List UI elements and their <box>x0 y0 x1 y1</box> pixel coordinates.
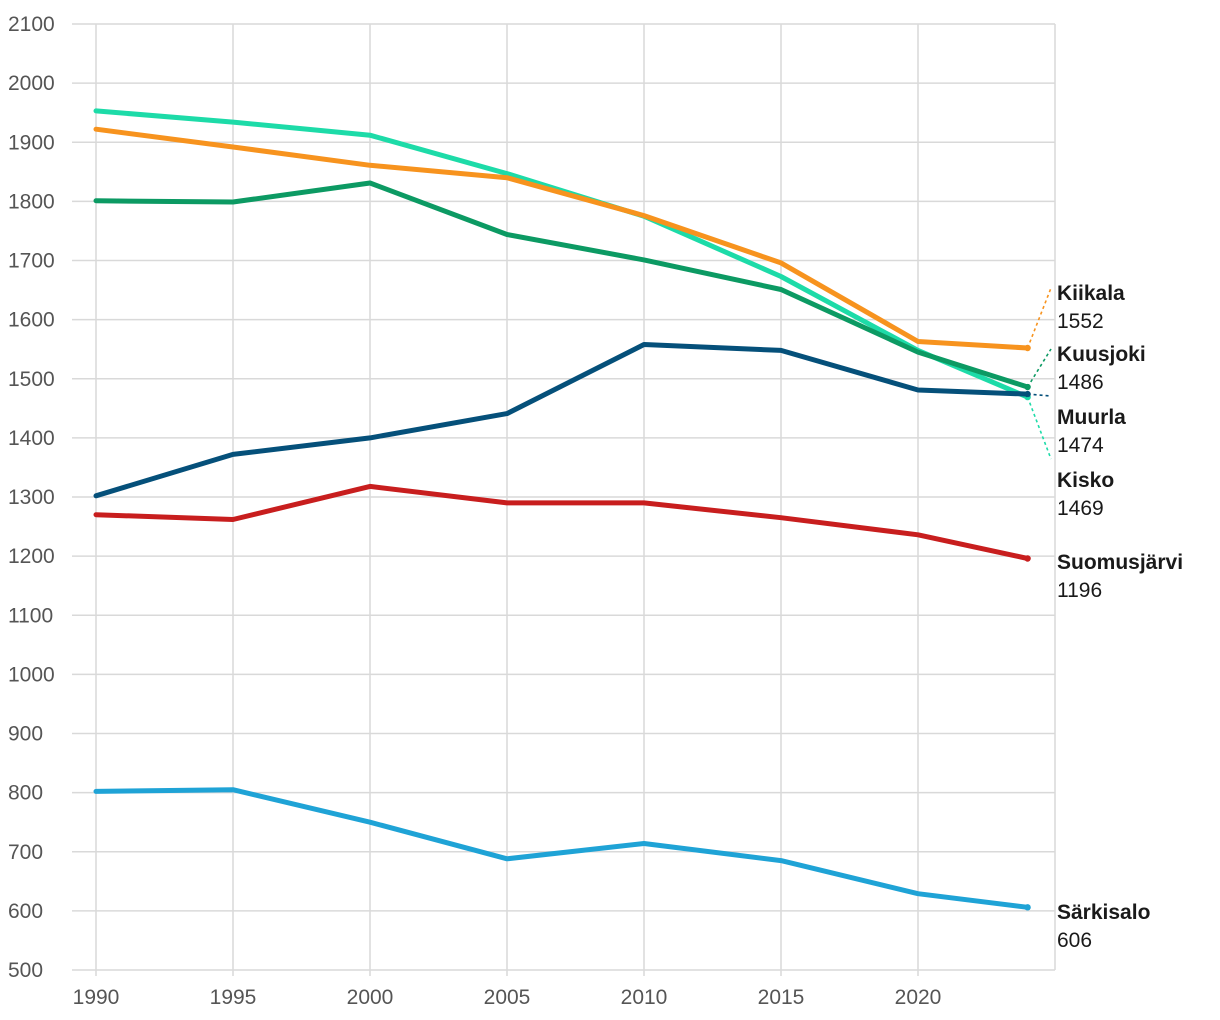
series-name-label: Särkisalo <box>1057 901 1150 924</box>
y-tick-label: 1200 <box>8 545 55 568</box>
x-tick-label: 2020 <box>895 986 942 1009</box>
y-tick-label: 1800 <box>8 190 55 213</box>
data-point <box>1024 555 1031 562</box>
series-name-label: Kiikala <box>1057 282 1125 305</box>
grid <box>72 23 1056 976</box>
y-tick-label: 2000 <box>8 72 55 95</box>
series-value-label: 1486 <box>1057 371 1104 394</box>
x-tick-label: 1990 <box>73 986 120 1009</box>
label-leader-line <box>1026 396 1052 460</box>
y-tick-label: 1600 <box>8 309 55 332</box>
data-point <box>1024 904 1031 911</box>
series-name-label: Kuusjoki <box>1057 343 1146 366</box>
series-line-särkisalo <box>93 787 1031 910</box>
y-tick-label: 800 <box>8 782 43 805</box>
y-tick-label: 1700 <box>8 250 55 273</box>
x-tick-label: 2000 <box>347 986 394 1009</box>
y-tick-label: 1000 <box>8 663 55 686</box>
series-value-label: 1469 <box>1057 497 1104 520</box>
x-tick-label: 2010 <box>621 986 668 1009</box>
y-tick-label: 900 <box>8 723 43 746</box>
series-line-suomusjärvi <box>93 483 1031 561</box>
y-tick-label: 1100 <box>8 604 53 627</box>
y-tick-label: 500 <box>8 959 43 982</box>
series-value-label: 606 <box>1057 929 1092 952</box>
y-tick-label: 700 <box>8 841 43 864</box>
y-tick-label: 2100 <box>8 13 55 36</box>
label-leader-line <box>1026 287 1052 349</box>
label-leader-line <box>1027 393 1052 397</box>
series-value-label: 1552 <box>1057 310 1104 333</box>
series-line-muurla <box>93 342 1031 499</box>
series-name-label: Suomusjärvi <box>1057 551 1183 574</box>
y-tick-label: 1400 <box>8 427 55 450</box>
y-tick-label: 1900 <box>8 131 55 154</box>
axes: 500 600 700 800 900 1000 1100 1200 1300 1400 1500 1… <box>8 13 941 1009</box>
series-line-kiikala <box>93 126 1031 351</box>
series-value-label: 1196 <box>1057 579 1102 602</box>
series-line-kuusjoki <box>93 180 1031 390</box>
series-value-label: 1474 <box>1057 434 1104 457</box>
y-tick-label: 600 <box>8 900 43 923</box>
series-line-kisko <box>93 108 1031 400</box>
y-tick-label: 1300 <box>8 486 55 509</box>
y-tick-label: 1500 <box>8 368 55 391</box>
end-labels: Kisko 1469 Kiikala 1552 Kuusjoki 1486 Muurla 14… <box>1026 282 1183 952</box>
series-name-label: Kisko <box>1057 469 1114 492</box>
x-tick-label: 2015 <box>758 986 805 1009</box>
x-tick-label: 2005 <box>484 986 531 1009</box>
x-tick-label: 1995 <box>210 986 257 1009</box>
series-lines <box>93 108 1031 911</box>
series-name-label: Muurla <box>1057 406 1126 429</box>
label-leader-line <box>1026 348 1052 388</box>
